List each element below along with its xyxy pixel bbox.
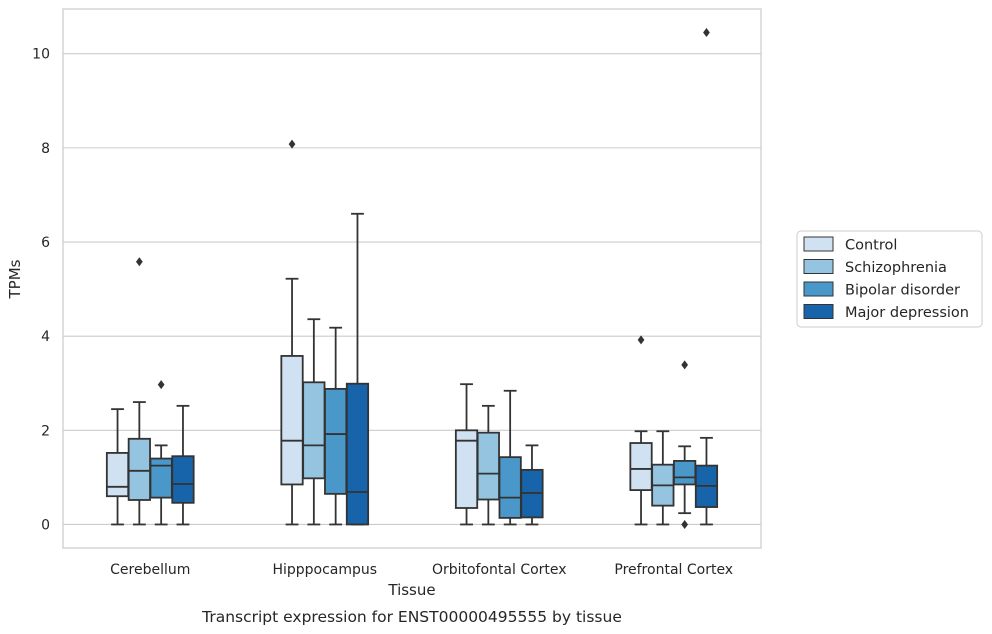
legend-label: Bipolar disorder [845, 283, 960, 299]
legend-swatch [803, 304, 834, 319]
iqr-box [149, 457, 173, 499]
iqr-box [171, 455, 195, 504]
outlier-point [288, 139, 296, 149]
iqr-box [476, 431, 500, 501]
legend-label: Major depression [845, 305, 969, 321]
legend-frame [796, 230, 983, 328]
box-series [105, 28, 719, 529]
legend-label: Schizophrenia [845, 260, 947, 276]
box-schizophrenia [476, 404, 500, 526]
y-tick-label-8: 8 [41, 141, 50, 157]
legend: Control Schizophrenia Bipolar disorder Majo… [796, 230, 983, 328]
legend-swatch [803, 236, 834, 252]
iqr-box [105, 452, 130, 498]
outlier-point [681, 519, 689, 529]
outlier-point [681, 360, 689, 370]
box-schizophrenia [651, 430, 675, 526]
box-bipolar-disorder [149, 380, 173, 526]
x-axis-ticks: Cerebellum Hipppocampus Orbitofontal Corte… [110, 562, 733, 578]
box-bipolar-disorder [498, 389, 522, 526]
iqr-box [302, 381, 326, 480]
iqr-box [454, 429, 479, 509]
box-control [629, 335, 653, 526]
y-tick-label-2: 2 [41, 423, 50, 439]
box-major-depression [520, 444, 544, 526]
gridlines [63, 53, 761, 526]
iqr-box [127, 437, 151, 501]
box-control [280, 139, 304, 526]
y-axis-ticks: 0 2 4 6 8 10 [32, 47, 50, 534]
x-axis-title: Tissue [387, 581, 435, 599]
iqr-box [673, 460, 697, 486]
legend-swatch [803, 281, 834, 297]
box-major-depression [345, 212, 370, 526]
box-major-depression [694, 28, 719, 526]
plot-frame [62, 8, 762, 549]
iqr-box [629, 442, 653, 491]
iqr-box [324, 387, 348, 495]
outlier-point [703, 28, 710, 38]
y-axis-title: TPMs [6, 259, 24, 299]
legend-swatch [803, 259, 834, 274]
x-tick-label: Hipppocampus [272, 562, 377, 578]
box-bipolar-disorder [324, 326, 348, 526]
box-schizophrenia [127, 257, 151, 526]
y-tick-label-10: 10 [32, 47, 50, 63]
chart-caption: Transcript expression for ENST0000049555… [201, 608, 622, 626]
x-tick-label: Prefrontal Cortex [614, 562, 733, 578]
box-schizophrenia [302, 318, 326, 526]
x-tick-label: Cerebellum [110, 562, 190, 578]
iqr-box [345, 382, 370, 526]
legend-label: Control [845, 238, 897, 254]
x-tick-label: Orbitofontal Cortex [432, 562, 567, 578]
box-control [105, 408, 130, 526]
y-tick-label-4: 4 [41, 329, 50, 345]
y-tick-label-0: 0 [41, 517, 50, 533]
outlier-point [157, 380, 165, 390]
y-tick-label-6: 6 [41, 235, 50, 251]
outlier-point [637, 335, 645, 345]
iqr-box [498, 456, 522, 519]
box-bipolar-disorder [673, 360, 697, 529]
iqr-box [280, 355, 304, 486]
box-control [454, 383, 479, 526]
box-major-depression [171, 404, 195, 526]
outlier-point [135, 257, 143, 267]
